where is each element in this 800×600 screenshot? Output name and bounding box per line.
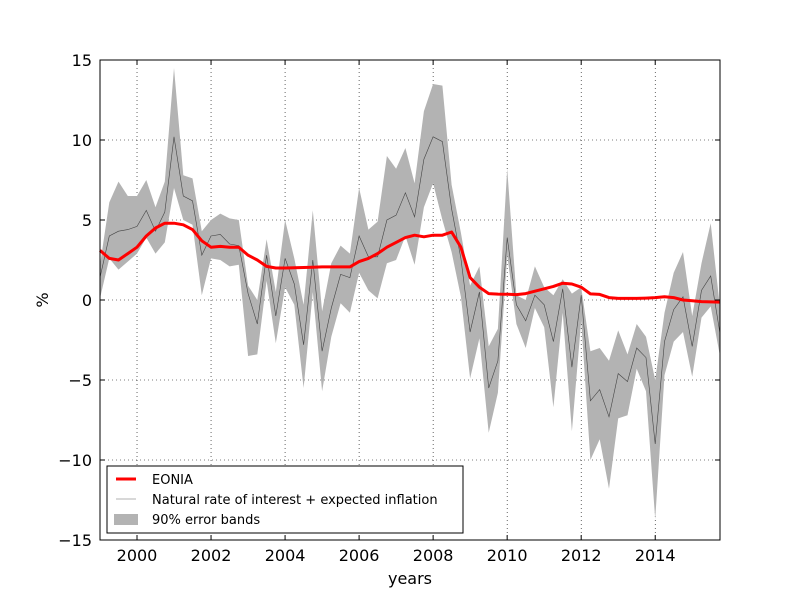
y-tick-label: −15	[58, 531, 92, 550]
natural-rate-line	[99, 136, 721, 445]
legend-natural-rate-label: Natural rate of interest + expected infl…	[152, 493, 438, 508]
x-axis-title: years	[388, 569, 432, 588]
y-tick-label: 0	[82, 291, 92, 310]
axis-ticks	[100, 59, 720, 541]
x-tick-label: 2000	[117, 546, 158, 565]
eonia-line	[99, 221, 721, 304]
y-tick-label: 15	[72, 51, 92, 70]
y-tick-label: 5	[82, 211, 92, 230]
x-tick-label: 2008	[413, 546, 454, 565]
legend-error-band-label: 90% error bands	[152, 513, 260, 528]
y-axis-title: %	[33, 292, 52, 307]
legend-frame	[106, 465, 464, 534]
x-tick-label: 2014	[635, 546, 676, 565]
x-tick-label: 2012	[561, 546, 602, 565]
legend-error-band-swatch	[114, 514, 138, 525]
x-tick-label: 2006	[339, 546, 380, 565]
legend-eonia-label: EONIA	[152, 473, 193, 488]
y-tick-label: 10	[72, 131, 92, 150]
x-tick-label: 2004	[265, 546, 306, 565]
y-tick-label: −5	[68, 371, 92, 390]
y-tick-label: −10	[58, 451, 92, 470]
legend: EONIA Natural rate of interest + expecte…	[106, 465, 464, 534]
x-tick-label: 2010	[487, 546, 528, 565]
x-tick-labels: 2000 2002 2004 2006 2008 2010 2012 2014	[117, 546, 676, 565]
y-tick-labels: 15 10 5 0 −5 −10 −15	[58, 51, 92, 550]
error-band-area	[100, 68, 720, 520]
x-tick-label: 2002	[191, 546, 232, 565]
